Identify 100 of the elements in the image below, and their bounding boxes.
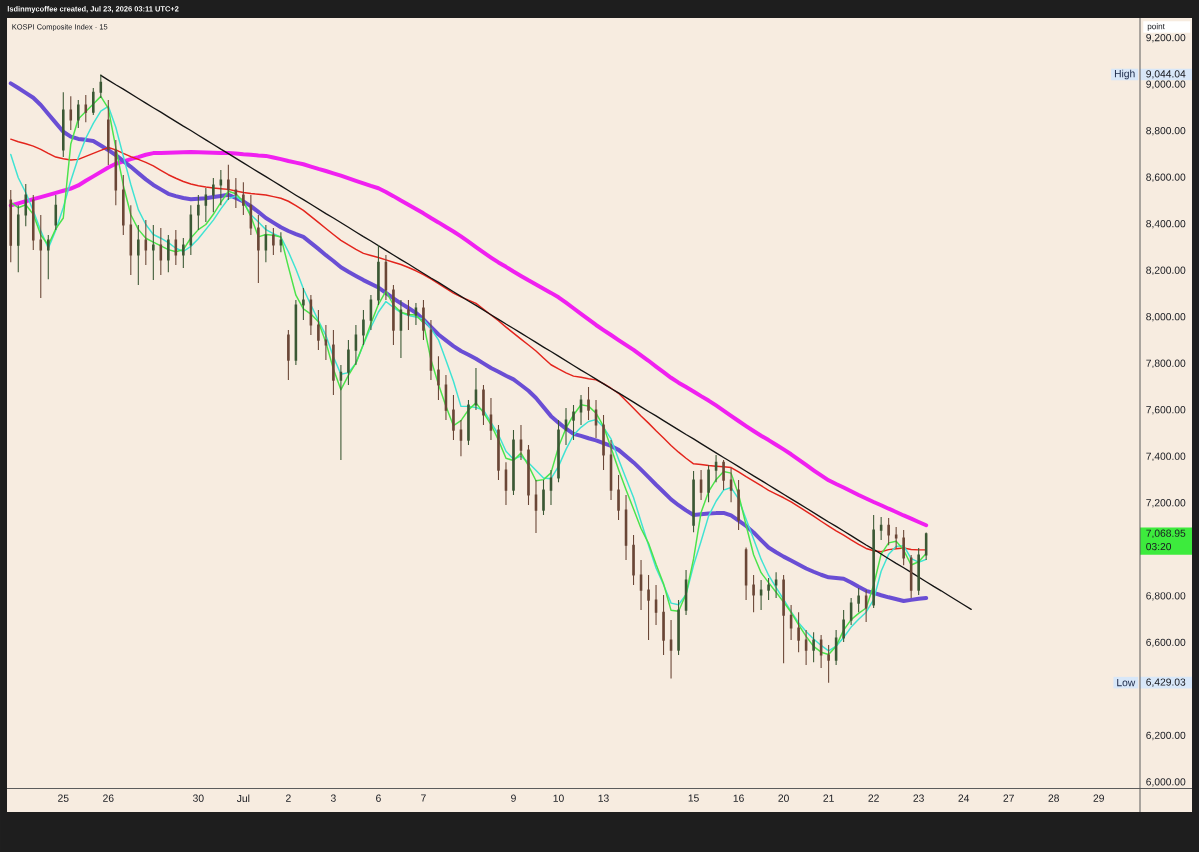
candlestick [302, 287, 305, 321]
x-tick-label: 2 [286, 794, 291, 802]
x-tick-label: 21 [823, 794, 834, 802]
candlestick [534, 479, 538, 534]
x-tick-label: 29 [1093, 794, 1104, 802]
candlestick [617, 474, 620, 521]
y-axis-title: point [1147, 23, 1165, 31]
candlestick [422, 299, 425, 341]
candlestick [167, 234, 170, 273]
candlestick [24, 183, 28, 227]
candlestick [654, 584, 658, 626]
candlestick [774, 571, 778, 599]
candlestick [204, 187, 208, 223]
candlestick [77, 99, 80, 129]
candlestick [752, 574, 755, 613]
candlestick [347, 339, 350, 386]
candlestick [362, 309, 365, 346]
candlestick [137, 224, 140, 286]
candlestick [369, 294, 373, 331]
y-tick-label: 9,200.00 [1146, 33, 1186, 43]
candlestick [909, 554, 913, 599]
candlestick [662, 594, 665, 656]
candlestick [61, 91, 65, 158]
candlestick [212, 177, 215, 213]
candlestick [287, 329, 290, 381]
x-tick-label: 27 [1003, 794, 1014, 802]
candlestick [714, 454, 718, 483]
candlestick [669, 619, 673, 680]
candlestick [174, 229, 178, 266]
candlestick [827, 644, 830, 684]
y-tick-label: 7,400.00 [1146, 452, 1186, 462]
x-tick-label: 24 [958, 794, 970, 802]
candlestick [924, 531, 928, 561]
candlestick [414, 302, 418, 326]
candlestick [917, 547, 920, 596]
candlestick [519, 424, 523, 461]
annotation: High [1114, 69, 1135, 80]
candlestick [309, 294, 313, 336]
candlestick [699, 469, 703, 501]
candlestick [144, 219, 148, 266]
candlestick [249, 194, 253, 236]
x-tick-label: 30 [193, 794, 204, 802]
candlestick [92, 87, 95, 116]
candlestick [879, 516, 883, 541]
candlestick [16, 204, 20, 273]
candlestick [512, 429, 515, 496]
candlestick [729, 467, 733, 503]
candlestick [257, 214, 260, 284]
candlestick [489, 397, 493, 441]
candlestick [189, 204, 193, 256]
candlestick [767, 577, 770, 601]
candlestick [324, 324, 328, 361]
candlestick [227, 164, 230, 201]
y-tick-label: 6,000.00 [1146, 778, 1186, 787]
candlestick [579, 394, 583, 426]
candlestick [54, 194, 58, 231]
candlestick [31, 194, 35, 251]
candlestick [294, 299, 298, 366]
candlestick [242, 181, 245, 216]
annotation: Low [1117, 679, 1136, 687]
y-tick-label: 8,600.00 [1146, 173, 1186, 183]
candlestick [399, 299, 403, 359]
candlestick [317, 309, 320, 351]
candlestick [392, 284, 395, 346]
candlestick [842, 609, 845, 643]
candlestick [264, 224, 268, 263]
candlestick [609, 439, 613, 501]
y-tick-label: 8,400.00 [1146, 220, 1186, 229]
candlestick [152, 224, 155, 281]
candlestick [587, 386, 590, 421]
candlestick [114, 139, 118, 206]
y-tick-label: 9,044.04 [1146, 70, 1186, 79]
candlestick [452, 394, 455, 441]
candlestick [99, 73, 103, 99]
candlestick [797, 611, 800, 653]
x-tick-label: 28 [1048, 794, 1059, 802]
candlestick [39, 214, 43, 299]
candlestick [354, 324, 358, 366]
x-tick-label: 13 [598, 794, 609, 802]
candlestick [782, 574, 785, 664]
candlestick [632, 534, 635, 586]
candlestick [197, 194, 200, 231]
candlestick [504, 461, 508, 506]
candlestick [182, 237, 185, 269]
candlestick [46, 234, 50, 280]
candlestick [894, 526, 898, 549]
x-tick-label: 6 [376, 794, 381, 802]
x-tick-label: 10 [553, 794, 564, 802]
candlestick [707, 464, 710, 503]
text: 03:20 [1146, 542, 1172, 551]
candlestick [572, 404, 575, 441]
y-tick-label: 7,200.00 [1146, 499, 1186, 508]
candlestick [594, 399, 598, 439]
candlestick [377, 244, 380, 306]
y-tick-label: 8,000.00 [1146, 313, 1186, 322]
candlestick [542, 479, 545, 516]
y-tick-label: 7,800.00 [1146, 359, 1186, 369]
candlestick [834, 629, 838, 666]
candlestick [384, 254, 388, 301]
y-tick-label: 9,000.00 [1146, 80, 1186, 89]
